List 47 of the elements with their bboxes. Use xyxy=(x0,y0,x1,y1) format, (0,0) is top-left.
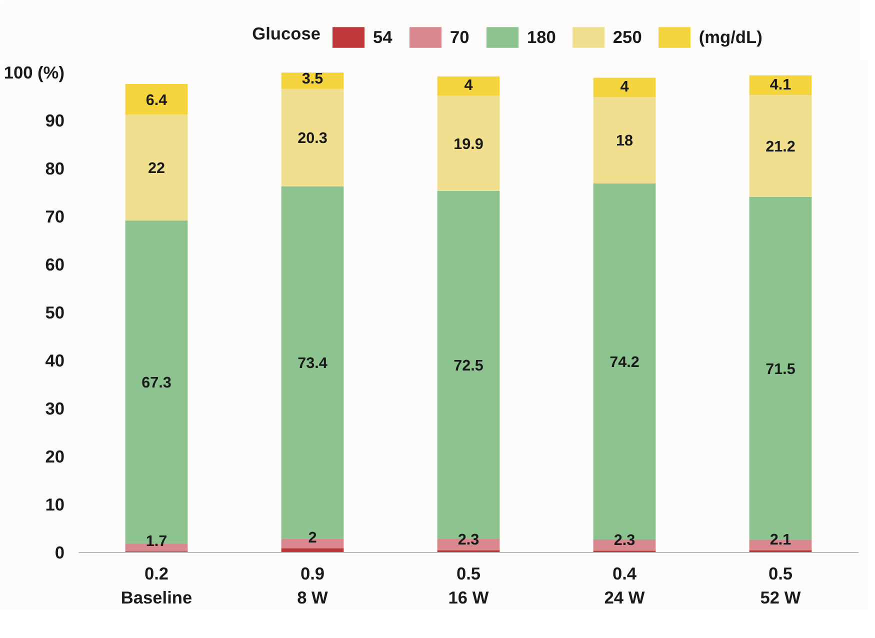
y-tick-label: 70 xyxy=(45,206,65,226)
data-label: 0.5 xyxy=(768,564,793,584)
data-label: 6.4 xyxy=(146,92,168,109)
legend-label: (mg/dL) xyxy=(698,26,762,48)
y-tick-label: 60 xyxy=(45,254,65,274)
data-label: 1.7 xyxy=(146,533,168,550)
x-tick-label: Baseline xyxy=(120,588,192,608)
data-label: 0.4 xyxy=(612,564,637,584)
data-label: 2.3 xyxy=(458,532,480,549)
x-tick-label: 24 W xyxy=(604,588,646,608)
data-label: 2.3 xyxy=(614,532,636,550)
legend-label: 54 xyxy=(373,26,393,48)
data-label: 19.9 xyxy=(454,136,484,153)
y-tick-label: 100 (%) xyxy=(4,62,65,82)
legend-label: 70 xyxy=(450,26,470,48)
x-tick-label: 52 W xyxy=(760,588,802,608)
data-label: 4 xyxy=(620,78,630,96)
y-tick-label: 20 xyxy=(45,446,65,466)
data-label: 2.1 xyxy=(770,532,792,549)
data-label: 22 xyxy=(148,160,166,178)
y-tick-label: 10 xyxy=(45,494,65,514)
data-label: 67.3 xyxy=(142,374,172,392)
data-label: 21.2 xyxy=(766,138,796,156)
data-label: 20.3 xyxy=(298,130,328,148)
y-tick-label: 40 xyxy=(45,350,65,370)
data-label: 74.2 xyxy=(610,354,640,371)
data-label: 0.2 xyxy=(144,564,169,584)
legend-label: 180 xyxy=(527,26,556,48)
y-tick-label: 50 xyxy=(45,302,65,322)
y-tick-label: 80 xyxy=(45,158,65,178)
data-label: 4.1 xyxy=(770,76,792,94)
legend-label: 250 xyxy=(612,26,642,48)
legend-title: Glucose xyxy=(252,24,321,44)
data-label: 3.5 xyxy=(302,70,324,88)
data-label: 73.4 xyxy=(298,354,328,372)
y-tick-label: 30 xyxy=(45,398,65,418)
y-tick-label: 90 xyxy=(45,110,65,130)
data-label: 4 xyxy=(464,77,474,94)
y-tick-label: 0 xyxy=(54,542,65,562)
data-label: 0.5 xyxy=(456,564,481,584)
data-label: 71.5 xyxy=(766,360,796,378)
data-label: 18 xyxy=(616,132,634,150)
x-tick-label: 8 W xyxy=(297,588,329,608)
data-label: 72.5 xyxy=(454,358,484,375)
data-label: 0.9 xyxy=(300,564,325,584)
x-tick-label: 16 W xyxy=(448,588,490,608)
data-label: 2 xyxy=(308,530,317,547)
